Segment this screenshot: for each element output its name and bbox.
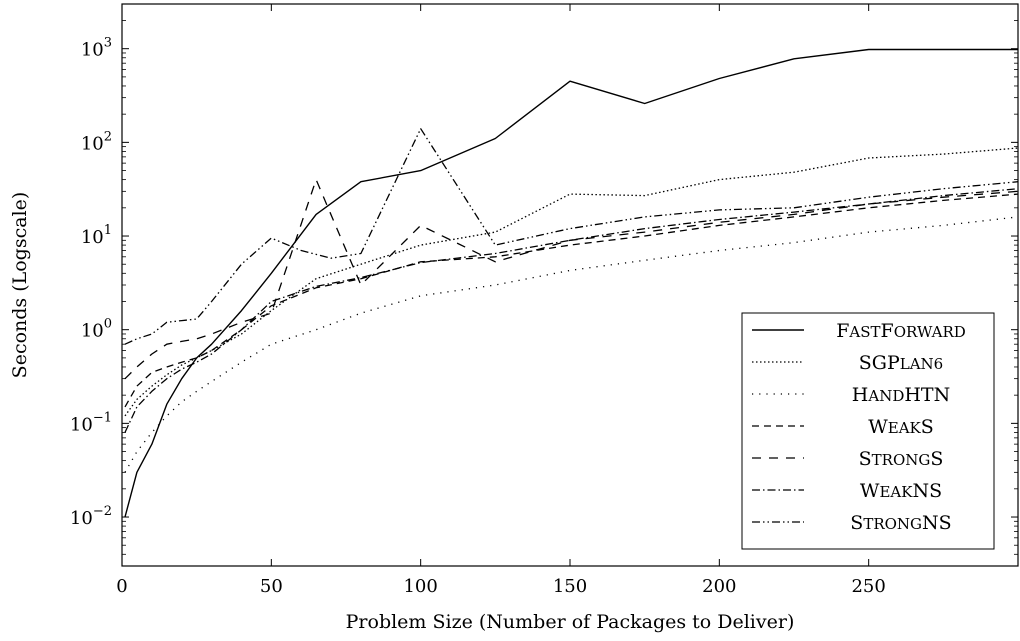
legend-label: STRONGNS bbox=[850, 512, 951, 534]
y-tick-label: 10−1 bbox=[70, 410, 112, 435]
legend-box bbox=[741, 312, 995, 550]
y-axis-title: Seconds (Logscale) bbox=[9, 192, 31, 379]
series-line-strongs bbox=[124, 178, 1018, 380]
chart-marks bbox=[124, 48, 1018, 518]
series-line-weaks bbox=[124, 193, 1018, 408]
legend: FASTFORWARD SGPLAN6 HANDHTN WEAKS STRONGS WEA… bbox=[741, 312, 995, 550]
x-axis-title: Problem Size (Number of Packages to Deli… bbox=[346, 611, 795, 633]
legend-label: STRONGS bbox=[859, 448, 944, 470]
legend-label: FASTFORWARD bbox=[836, 320, 966, 342]
y-tick-label: 10−2 bbox=[70, 504, 112, 529]
legend-label: HANDHTN bbox=[852, 384, 950, 406]
x-tick-label: 100 bbox=[403, 576, 437, 597]
x-tick-label: 150 bbox=[553, 576, 587, 597]
legend-label: WEAKS bbox=[868, 416, 934, 438]
axes: 0 50 100 150 200 250 10−2 10−1 100 101 102 103 bbox=[70, 4, 1018, 597]
y-tick-label: 102 bbox=[81, 129, 112, 154]
x-tick-label: 250 bbox=[851, 576, 885, 597]
y-tick-label: 103 bbox=[81, 36, 112, 61]
y-tick-label: 101 bbox=[81, 223, 112, 248]
y-tick-label: 100 bbox=[81, 317, 112, 342]
x-tick-label: 50 bbox=[260, 576, 283, 597]
series-line-sgplan6 bbox=[124, 147, 1018, 417]
legend-label: WEAKNS bbox=[860, 480, 942, 502]
legend-label: SGPLAN6 bbox=[859, 352, 943, 374]
series-line-strongns bbox=[124, 128, 1018, 345]
x-tick-label: 0 bbox=[116, 576, 127, 597]
series-line-fastforward bbox=[124, 48, 1018, 518]
x-tick-label: 200 bbox=[702, 576, 736, 597]
series-line-weakns bbox=[124, 188, 1018, 433]
